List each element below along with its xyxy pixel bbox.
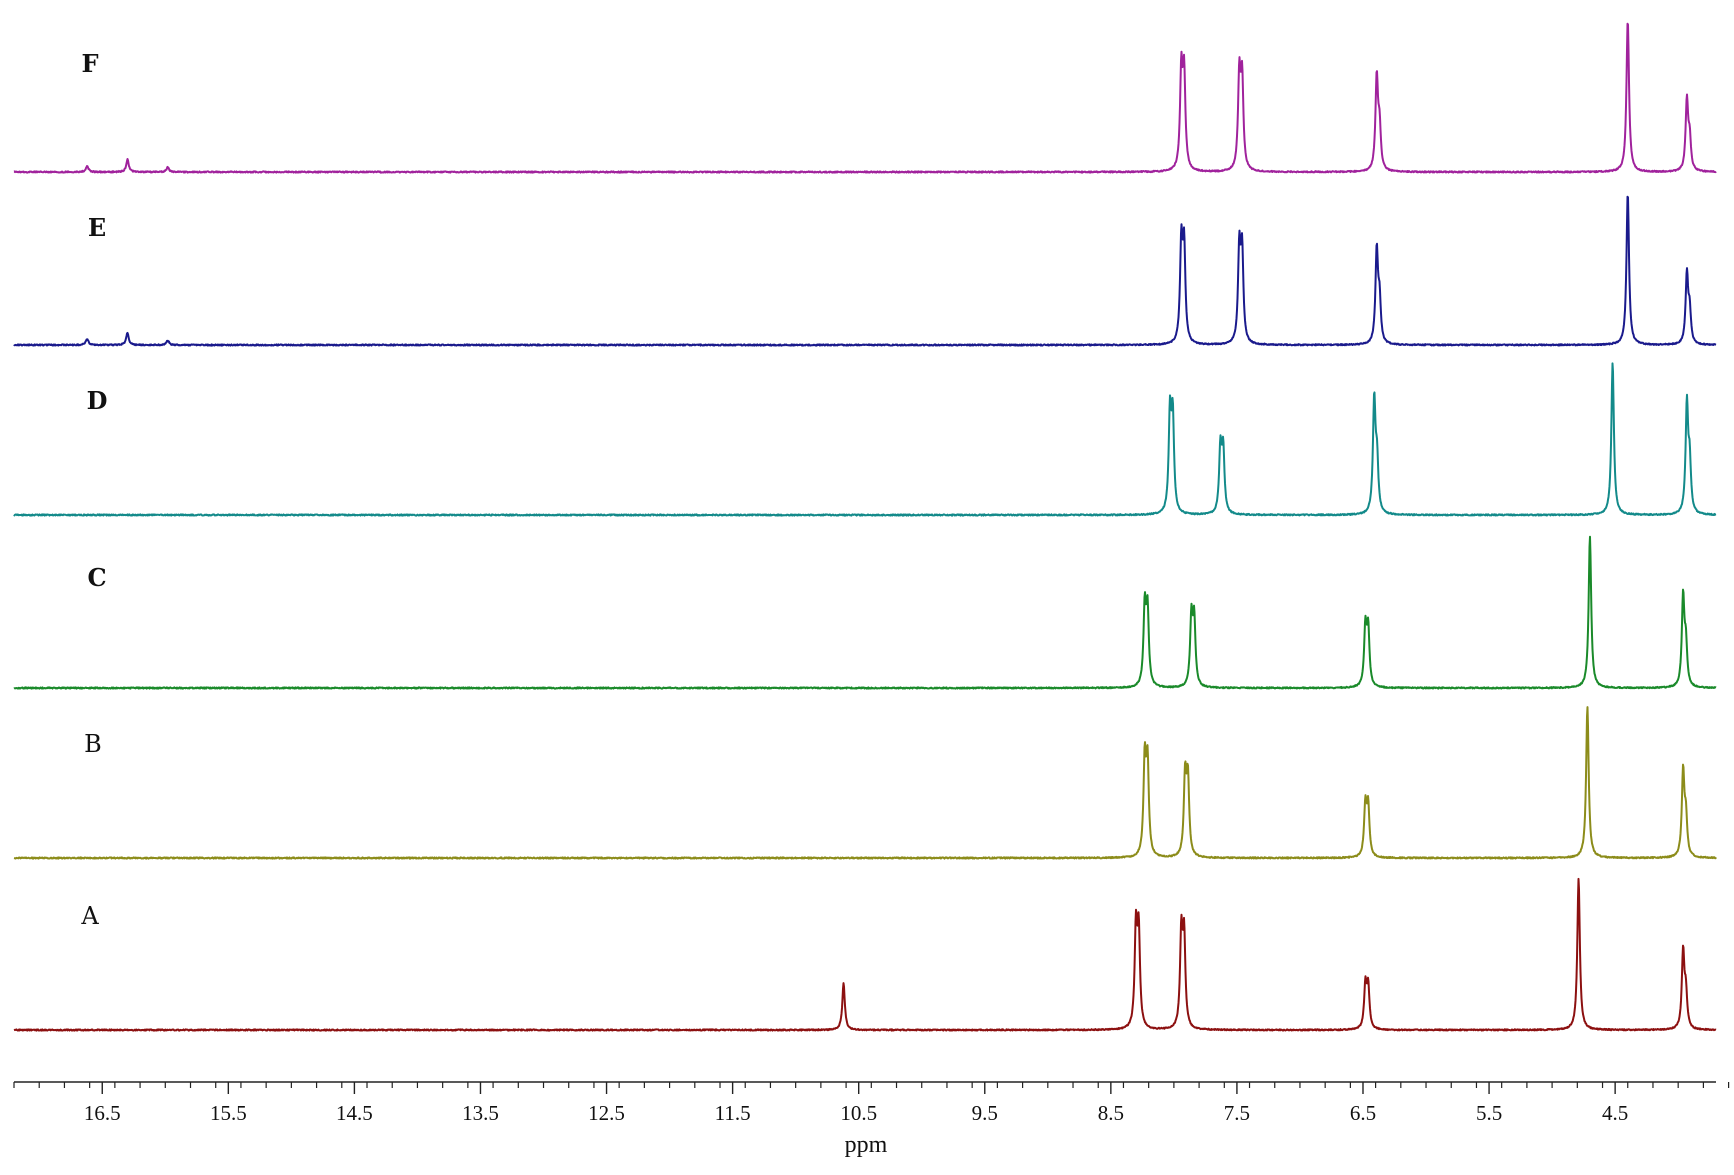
x-axis-title: ppm xyxy=(845,1132,888,1158)
trace-label-d: D xyxy=(87,386,108,415)
x-tick-label: 9.5 xyxy=(972,1101,998,1125)
trace-label-f: F xyxy=(81,49,98,78)
x-tick-label: 14.5 xyxy=(336,1101,373,1125)
spectrum-trace-f xyxy=(13,22,1717,174)
x-tick-label: 16.5 xyxy=(84,1101,121,1125)
x-tick-label: 6.5 xyxy=(1350,1101,1376,1125)
x-tick-label: 12.5 xyxy=(588,1101,625,1125)
x-tick-label: 10.5 xyxy=(840,1101,877,1125)
x-axis-ticks: 16.5 15.5 14.5 13.5 12.5 11.5 10.5 9.5 8.5 7.5 6.5… xyxy=(13,1082,1730,1125)
x-tick-label: 5.5 xyxy=(1476,1101,1502,1125)
x-tick-label: 15.5 xyxy=(210,1101,247,1125)
spectrum-trace-a xyxy=(13,877,1717,1032)
x-tick-label: 13.5 xyxy=(462,1101,499,1125)
spectrum-trace-e xyxy=(13,195,1717,347)
x-tick-label: 8.5 xyxy=(1098,1101,1124,1125)
x-tick-label: 11.5 xyxy=(715,1101,751,1125)
trace-label-e: E xyxy=(88,213,106,242)
trace-labels: F E D C B A xyxy=(80,49,107,930)
spectra-traces xyxy=(13,22,1717,1032)
trace-label-a: A xyxy=(80,902,99,930)
trace-label-b: B xyxy=(84,730,102,758)
x-tick-label: 7.5 xyxy=(1224,1101,1250,1125)
spectrum-trace-b xyxy=(13,706,1717,860)
trace-label-c: C xyxy=(87,563,106,592)
x-axis: 16.5 15.5 14.5 13.5 12.5 11.5 10.5 9.5 8.5 7.5 6.5… xyxy=(13,1081,1730,1158)
x-tick-label: 4.5 xyxy=(1602,1101,1628,1125)
spectrum-trace-c xyxy=(13,535,1717,690)
spectrum-trace-d xyxy=(13,362,1717,517)
